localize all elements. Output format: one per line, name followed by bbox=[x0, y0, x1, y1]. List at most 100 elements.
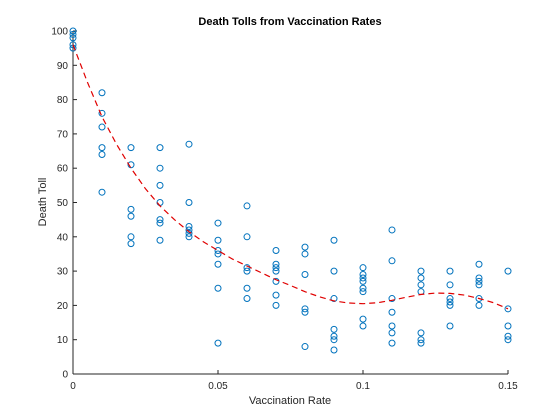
data-point bbox=[475, 274, 483, 282]
data-point bbox=[330, 325, 338, 333]
data-point bbox=[156, 216, 164, 224]
data-point bbox=[156, 219, 164, 227]
data-point bbox=[446, 322, 454, 330]
y-tick-label: 30 bbox=[57, 267, 69, 278]
data-point bbox=[446, 301, 454, 309]
data-point bbox=[185, 140, 193, 148]
y-tick-label: 10 bbox=[57, 335, 69, 346]
data-point bbox=[185, 226, 193, 234]
y-tick-label: 40 bbox=[57, 232, 69, 243]
data-point bbox=[388, 295, 396, 303]
data-point bbox=[127, 233, 135, 241]
chart-title: Death Tolls from Vaccination Rates bbox=[198, 16, 381, 28]
y-axis-label: Death Toll bbox=[37, 178, 49, 227]
x-axis-label: Vaccination Rate bbox=[249, 395, 331, 407]
data-point bbox=[504, 336, 512, 344]
data-point bbox=[417, 329, 425, 337]
data-point bbox=[301, 343, 309, 351]
data-point bbox=[214, 247, 222, 255]
data-point bbox=[156, 144, 164, 152]
data-point bbox=[330, 336, 338, 344]
data-point bbox=[475, 295, 483, 303]
data-point bbox=[359, 277, 367, 285]
data-point bbox=[301, 250, 309, 258]
data-point bbox=[446, 298, 454, 306]
data-point bbox=[475, 277, 483, 285]
data-point bbox=[243, 267, 251, 275]
x-tick-label: 0.1 bbox=[356, 381, 370, 392]
x-tick-label: 0.15 bbox=[498, 381, 518, 392]
data-point bbox=[359, 264, 367, 272]
data-point bbox=[475, 301, 483, 309]
data-point bbox=[185, 233, 193, 241]
scatter-points bbox=[69, 27, 512, 354]
data-point bbox=[359, 322, 367, 330]
data-point bbox=[156, 164, 164, 172]
data-point bbox=[359, 315, 367, 323]
data-point bbox=[156, 236, 164, 244]
data-point bbox=[214, 339, 222, 347]
data-point bbox=[330, 236, 338, 244]
data-point bbox=[127, 240, 135, 248]
data-point bbox=[359, 284, 367, 292]
data-point bbox=[127, 144, 135, 152]
data-point bbox=[127, 212, 135, 220]
data-point bbox=[388, 308, 396, 316]
y-axis: 0 10 20 30 40 50 60 70 80 90 100 bbox=[51, 27, 77, 381]
data-point bbox=[417, 274, 425, 282]
data-point bbox=[504, 267, 512, 275]
data-point bbox=[243, 233, 251, 241]
data-point bbox=[69, 30, 77, 38]
data-point bbox=[272, 277, 280, 285]
data-point bbox=[69, 41, 77, 49]
data-point bbox=[388, 339, 396, 347]
data-point bbox=[272, 264, 280, 272]
data-point bbox=[98, 109, 106, 117]
data-point bbox=[69, 27, 77, 35]
data-point bbox=[388, 329, 396, 337]
data-point bbox=[301, 308, 309, 316]
data-point bbox=[214, 236, 222, 244]
data-point bbox=[330, 346, 338, 354]
y-tick-label: 60 bbox=[57, 164, 69, 175]
data-point bbox=[359, 288, 367, 296]
data-point bbox=[446, 267, 454, 275]
data-point bbox=[156, 181, 164, 189]
data-point bbox=[301, 243, 309, 251]
data-point bbox=[127, 205, 135, 213]
y-tick-label: 0 bbox=[62, 370, 68, 381]
data-point bbox=[446, 295, 454, 303]
data-point bbox=[504, 332, 512, 340]
data-point bbox=[243, 295, 251, 303]
y-tick-label: 90 bbox=[57, 61, 69, 72]
data-point bbox=[185, 223, 193, 231]
data-point bbox=[359, 271, 367, 279]
data-point bbox=[272, 247, 280, 255]
data-point bbox=[214, 219, 222, 227]
data-point bbox=[214, 250, 222, 258]
data-point bbox=[330, 295, 338, 303]
data-point bbox=[127, 161, 135, 169]
data-point bbox=[243, 284, 251, 292]
data-point bbox=[214, 260, 222, 268]
data-point bbox=[272, 260, 280, 268]
data-point bbox=[185, 229, 193, 237]
y-tick-label: 100 bbox=[51, 27, 68, 38]
data-point bbox=[69, 34, 77, 42]
x-tick-label: 0.05 bbox=[208, 381, 228, 392]
x-tick-label: 0 bbox=[70, 381, 76, 392]
data-point bbox=[272, 301, 280, 309]
data-point bbox=[98, 144, 106, 152]
plot-area: 0 10 20 30 40 50 60 70 80 90 100 0 0.05 0.1 0.15 bbox=[51, 27, 518, 393]
data-point bbox=[272, 267, 280, 275]
data-point bbox=[330, 332, 338, 340]
y-tick-label: 70 bbox=[57, 129, 69, 140]
data-point bbox=[388, 257, 396, 265]
data-point bbox=[98, 123, 106, 131]
data-point bbox=[301, 271, 309, 279]
data-point bbox=[388, 226, 396, 234]
data-point bbox=[417, 339, 425, 347]
data-point bbox=[417, 267, 425, 275]
